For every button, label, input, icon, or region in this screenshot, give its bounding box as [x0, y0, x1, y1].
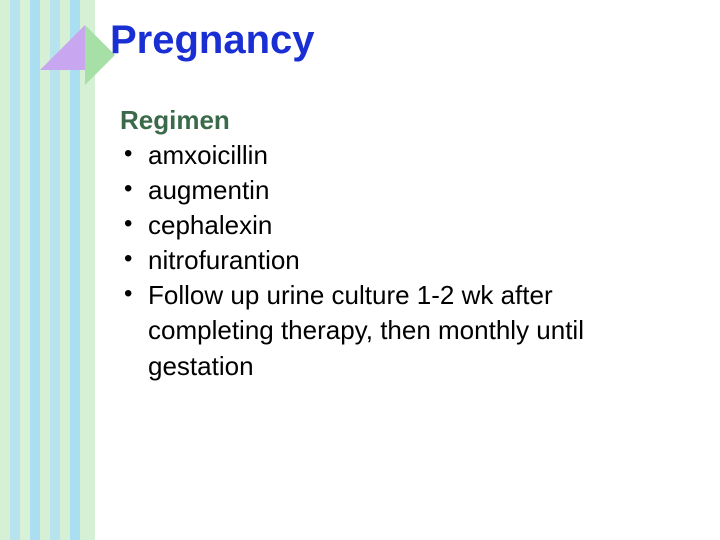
stripe-2 [20, 0, 30, 540]
list-item: Follow up urine culture 1-2 wk after com… [120, 278, 680, 383]
stripe-0 [0, 0, 10, 540]
content-block: Regimen amxoicillinaugmentincephalexinni… [120, 105, 680, 384]
bullet-list: amxoicillinaugmentincephalexinnitrofuran… [120, 138, 680, 384]
list-item: amxoicillin [120, 138, 680, 173]
decor-triangle-1 [40, 25, 85, 70]
section-label: Regimen [120, 105, 680, 136]
decor-triangles [30, 15, 120, 105]
page-title: Pregnancy [110, 18, 315, 63]
list-item: augmentin [120, 173, 680, 208]
list-item: nitrofurantion [120, 243, 680, 278]
stripe-1 [10, 0, 20, 540]
list-item: cephalexin [120, 208, 680, 243]
